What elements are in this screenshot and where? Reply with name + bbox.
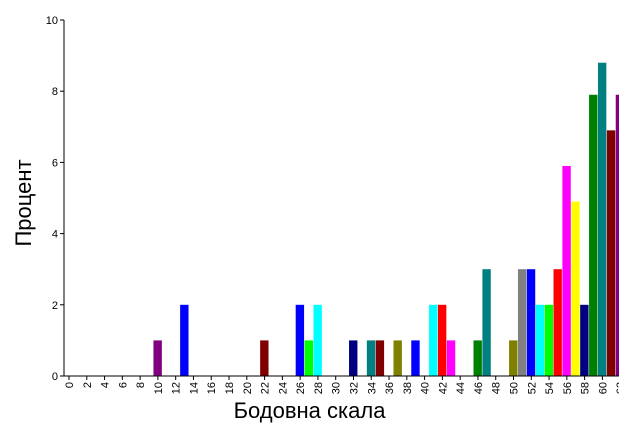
bar-47 bbox=[482, 269, 491, 376]
x-tick-label: 22 bbox=[260, 382, 272, 394]
bars-group bbox=[153, 62, 619, 376]
bar-46 bbox=[473, 340, 482, 376]
y-ticks: 0 2 4 6 8 10 bbox=[46, 15, 64, 383]
bar-32 bbox=[349, 340, 358, 376]
x-tick-label: 56 bbox=[562, 382, 574, 394]
bar-42 bbox=[437, 304, 447, 376]
bar-35 bbox=[375, 340, 385, 376]
y-tick-label: 0 bbox=[52, 371, 58, 383]
x-tick-label: 16 bbox=[206, 382, 218, 394]
bar-54 bbox=[544, 304, 554, 376]
bar-27 bbox=[304, 340, 313, 376]
x-tick-label: 24 bbox=[277, 382, 289, 394]
x-tick-label: 48 bbox=[491, 382, 503, 394]
bar-37 bbox=[393, 340, 402, 376]
x-tick-label: 54 bbox=[544, 382, 556, 394]
bar-43 bbox=[446, 340, 456, 376]
y-axis-label-box: Процент bbox=[6, 128, 42, 278]
x-tick-label: 2 bbox=[82, 382, 94, 388]
bar-61 bbox=[606, 130, 616, 376]
bar-10 bbox=[153, 340, 162, 376]
x-tick-label: 12 bbox=[171, 382, 183, 394]
bar-56 bbox=[562, 165, 571, 376]
x-tick-label: 26 bbox=[295, 382, 307, 394]
x-tick-label: 52 bbox=[526, 382, 538, 394]
x-tick-label: 50 bbox=[509, 382, 521, 394]
x-tick-label: 6 bbox=[117, 382, 129, 388]
x-tick-label: 36 bbox=[384, 382, 396, 394]
y-tick-label: 8 bbox=[52, 86, 58, 98]
bar-51 bbox=[517, 269, 527, 376]
bar-34 bbox=[366, 340, 376, 376]
bar-62 bbox=[615, 94, 619, 376]
y-tick-label: 2 bbox=[52, 300, 58, 312]
bar-41 bbox=[429, 304, 438, 376]
y-tick-label: 4 bbox=[52, 229, 58, 241]
bar-59 bbox=[589, 94, 598, 376]
x-ticks: 0 2 4 6 8 10 12 14 16 18 20 22 24 26 28 30 32 34 36 38 40 42 4… bbox=[64, 376, 619, 394]
x-tick-label: 34 bbox=[366, 382, 378, 394]
x-tick-label: 10 bbox=[153, 382, 165, 394]
x-tick-label: 32 bbox=[348, 382, 360, 394]
y-tick-label: 6 bbox=[52, 157, 58, 169]
y-tick-label: 10 bbox=[46, 15, 58, 27]
x-tick-label: 20 bbox=[242, 382, 254, 394]
x-tick-label: 0 bbox=[64, 382, 76, 388]
bar-58 bbox=[580, 304, 589, 376]
x-tick-label: 62 bbox=[615, 382, 619, 394]
x-tick-label: 46 bbox=[473, 382, 485, 394]
x-tick-label: 44 bbox=[455, 382, 467, 394]
x-tick-label: 28 bbox=[313, 382, 325, 394]
bar-13 bbox=[180, 304, 189, 376]
x-tick-label: 4 bbox=[100, 382, 112, 388]
bar-50 bbox=[509, 340, 518, 376]
y-axis-label: Процент bbox=[11, 159, 36, 247]
bar-60 bbox=[597, 62, 607, 376]
x-tick-label: 42 bbox=[437, 382, 449, 394]
x-tick-label: 40 bbox=[420, 382, 432, 394]
x-tick-label: 14 bbox=[188, 382, 200, 394]
bar-26 bbox=[295, 304, 305, 376]
bar-52 bbox=[526, 269, 536, 376]
x-axis-label: Бодовна скала bbox=[233, 398, 386, 423]
bar-55 bbox=[553, 269, 562, 376]
bar-39 bbox=[411, 340, 420, 376]
bar-53 bbox=[535, 304, 545, 376]
bar-28 bbox=[313, 304, 322, 376]
x-tick-label: 38 bbox=[402, 382, 414, 394]
bar-57 bbox=[571, 201, 580, 376]
x-tick-label: 8 bbox=[135, 382, 147, 388]
x-tick-label: 60 bbox=[597, 382, 609, 394]
x-tick-label: 58 bbox=[580, 382, 592, 394]
x-tick-label: 30 bbox=[331, 382, 343, 394]
bar-22 bbox=[260, 340, 269, 376]
x-tick-label: 18 bbox=[224, 382, 236, 394]
